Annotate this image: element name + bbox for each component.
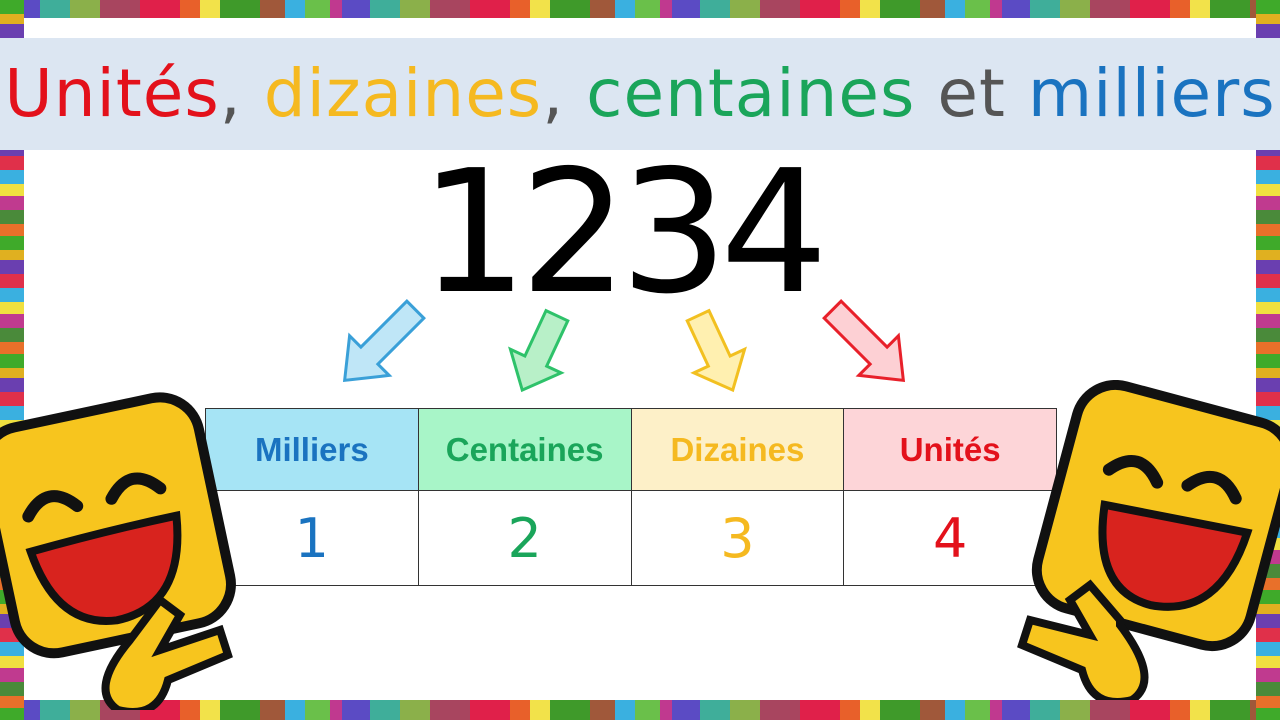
header-row: Milliers Centaines Dizaines Unités [205, 408, 1057, 491]
arrow-yellow-icon [685, 308, 747, 393]
header-hundreds: Centaines [417, 408, 632, 491]
laughing-emoji-left-icon [0, 392, 236, 710]
pencil-border-bottom [0, 700, 1280, 720]
title-thousands: milliers [1027, 55, 1276, 132]
header-tens: Dizaines [630, 408, 845, 491]
title-hundreds: centaines [586, 55, 916, 132]
value-tens: 3 [630, 490, 845, 586]
header-units: Unités [843, 408, 1057, 491]
title-and: et [915, 55, 1028, 132]
value-row: 1 2 3 4 [205, 490, 1057, 586]
pencil-border-top [0, 0, 1280, 18]
page-title: Unités, dizaines, centaines et milliers [0, 38, 1280, 150]
title-tens: dizaines [263, 55, 543, 132]
place-value-table: Milliers Centaines Dizaines Unités 1 2 3… [205, 408, 1057, 586]
arrows [342, 299, 906, 393]
value-thousands: 1 [205, 490, 419, 586]
title-sep: , [542, 55, 587, 132]
value-units: 4 [843, 490, 1057, 586]
title-sep: , [219, 55, 264, 132]
arrow-red-icon [822, 299, 906, 383]
title-units: Unités [4, 55, 220, 132]
laughing-emoji-right-icon [1017, 380, 1280, 700]
arrow-blue-icon [342, 299, 426, 383]
big-number: 1234 [419, 134, 829, 332]
arrow-green-icon [508, 308, 570, 393]
value-hundreds: 2 [417, 490, 632, 586]
